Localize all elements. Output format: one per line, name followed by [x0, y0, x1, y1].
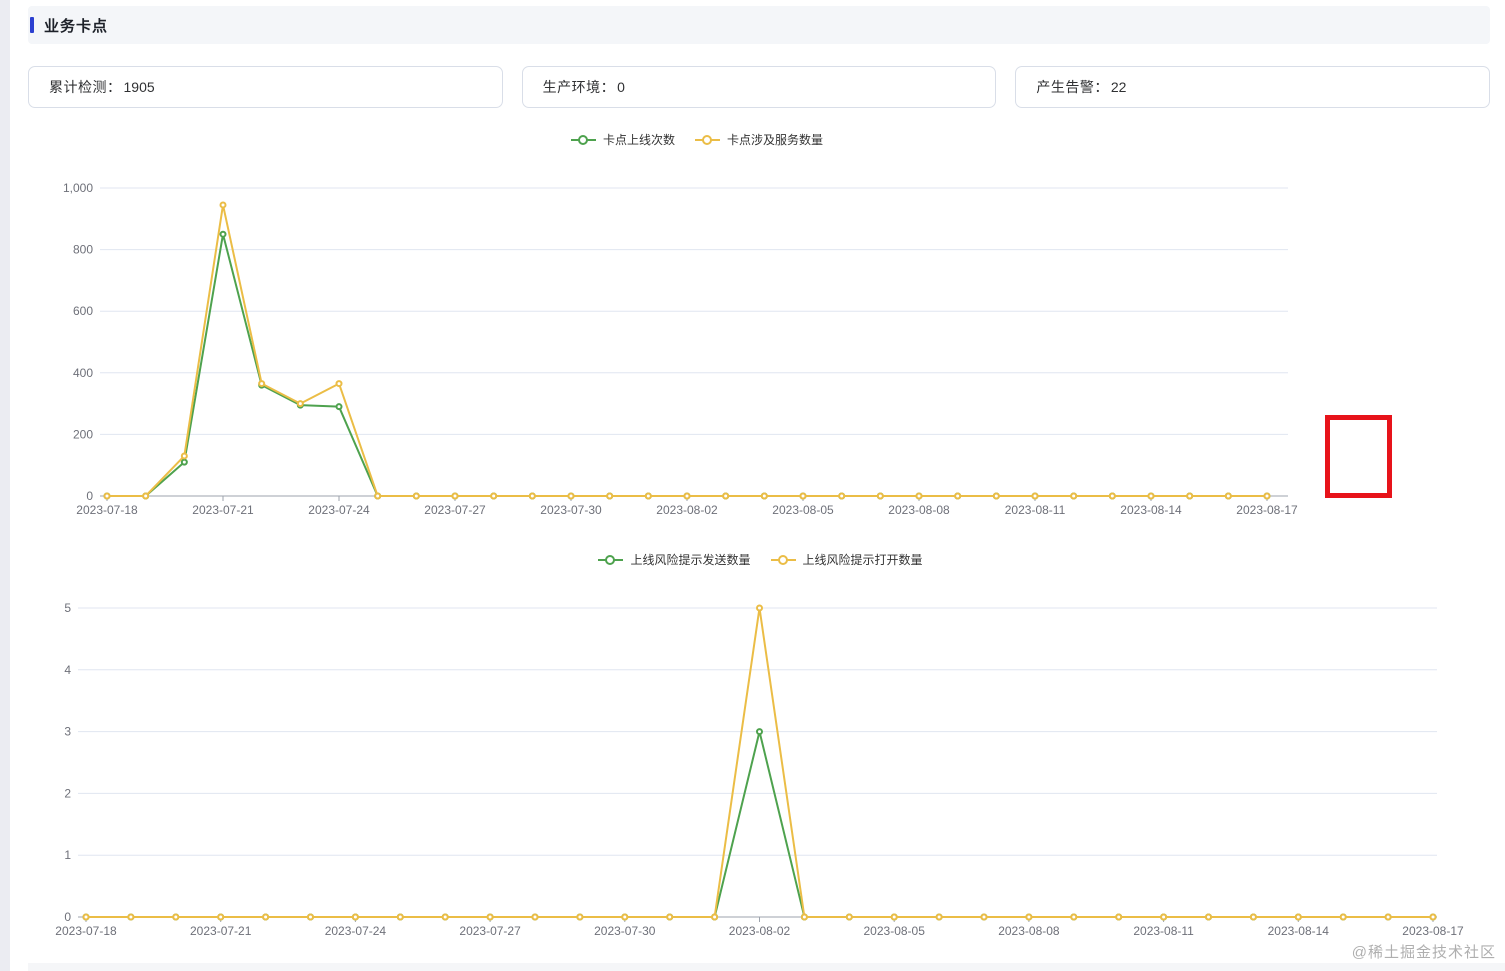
svg-text:2023-08-08: 2023-08-08 — [888, 503, 950, 517]
svg-text:0: 0 — [86, 489, 93, 503]
svg-text:2023-08-02: 2023-08-02 — [656, 503, 718, 517]
risk-alert-chart-legend: 上线风险提示发送数量 上线风险提示打开数量 — [8, 551, 1505, 568]
svg-text:2023-07-21: 2023-07-21 — [192, 503, 254, 517]
svg-text:2023-08-02: 2023-08-02 — [729, 924, 791, 938]
svg-text:0: 0 — [64, 910, 71, 924]
legend-item-label: 上线风险提示发送数量 — [630, 553, 751, 567]
bottom-strip — [28, 963, 1505, 971]
svg-text:2: 2 — [64, 786, 71, 800]
svg-text:2023-08-05: 2023-08-05 — [772, 503, 834, 517]
legend-item-1[interactable]: 卡点涉及服务数量 — [695, 131, 823, 148]
stat-card-production-env: 生产环境： 0 — [521, 66, 997, 108]
legend-line-circle-icon — [695, 134, 720, 146]
legend-line-circle-icon — [770, 554, 796, 566]
svg-text:2023-08-14: 2023-08-14 — [1120, 503, 1182, 517]
stats-row: 累计检测： 1905 生产环境： 0 产生告警： 22 — [28, 66, 1491, 108]
svg-text:2023-07-24: 2023-07-24 — [308, 503, 370, 517]
legend-item-label: 卡点上线次数 — [602, 133, 675, 147]
svg-text:2023-07-18: 2023-07-18 — [76, 503, 138, 517]
stat-label: 累计检测： — [49, 79, 122, 95]
svg-text:2023-08-17: 2023-08-17 — [1236, 503, 1298, 517]
svg-text:200: 200 — [73, 427, 93, 441]
svg-text:1: 1 — [64, 848, 71, 862]
svg-text:2023-08-05: 2023-08-05 — [864, 924, 926, 938]
stat-card-cumulative-detection: 累计检测： 1905 — [28, 66, 503, 108]
annotation-red-box — [1325, 415, 1392, 498]
stat-value: 0 — [617, 79, 625, 95]
legend-item-0[interactable]: 上线风险提示发送数量 — [598, 551, 751, 568]
stat-card-alerts-generated: 产生告警： 22 — [1015, 66, 1491, 108]
legend-line-circle-icon — [570, 134, 596, 146]
svg-text:4: 4 — [64, 663, 71, 677]
svg-text:3: 3 — [64, 725, 71, 739]
section-header: 业务卡点 — [28, 6, 1490, 44]
svg-text:2023-08-11: 2023-08-11 — [1005, 503, 1066, 517]
svg-text:2023-08-11: 2023-08-11 — [1133, 924, 1194, 938]
section-title: 业务卡点 — [44, 17, 109, 35]
stat-value: 22 — [1110, 79, 1127, 95]
svg-text:2023-07-18: 2023-07-18 — [55, 924, 117, 938]
svg-text:2023-07-24: 2023-07-24 — [325, 924, 387, 938]
svg-text:600: 600 — [73, 304, 93, 318]
svg-text:2023-08-08: 2023-08-08 — [998, 924, 1060, 938]
legend-item-label: 卡点涉及服务数量 — [727, 133, 824, 147]
svg-text:2023-07-30: 2023-07-30 — [540, 503, 602, 517]
left-gutter — [0, 0, 10, 971]
svg-text:2023-07-21: 2023-07-21 — [190, 924, 252, 938]
svg-text:2023-07-27: 2023-07-27 — [424, 503, 486, 517]
stat-label: 产生告警： — [1036, 79, 1109, 95]
svg-text:2023-08-17: 2023-08-17 — [1402, 924, 1464, 938]
stat-value: 1905 — [123, 79, 155, 95]
risk-alert-trend-chart[interactable]: 0 1 2 3 4 5 2023-07-18 2023-07-21 2023-07-24 2023… — [0, 570, 1505, 965]
checkpoint-trend-chart[interactable]: 0 200 400 600 800 1,000 2023-07-18 2023-07-21 20… — [0, 150, 1400, 530]
svg-text:800: 800 — [73, 243, 93, 257]
legend-item-0[interactable]: 卡点上线次数 — [570, 131, 675, 148]
watermark: @稀土掘金技术社区 — [1351, 944, 1496, 961]
legend-line-circle-icon — [598, 554, 624, 566]
svg-text:5: 5 — [64, 601, 71, 615]
svg-text:2023-07-30: 2023-07-30 — [594, 924, 656, 938]
legend-item-label: 上线风险提示打开数量 — [802, 553, 923, 567]
checkpoint-chart-legend: 卡点上线次数 卡点涉及服务数量 — [0, 131, 1394, 148]
stat-label: 生产环境： — [542, 79, 616, 95]
svg-text:400: 400 — [73, 366, 93, 380]
svg-text:2023-07-27: 2023-07-27 — [459, 924, 521, 938]
legend-item-1[interactable]: 上线风险提示打开数量 — [770, 551, 923, 568]
section-accent-bar — [30, 17, 34, 33]
svg-text:1,000: 1,000 — [63, 181, 93, 195]
svg-text:2023-08-14: 2023-08-14 — [1268, 924, 1330, 938]
